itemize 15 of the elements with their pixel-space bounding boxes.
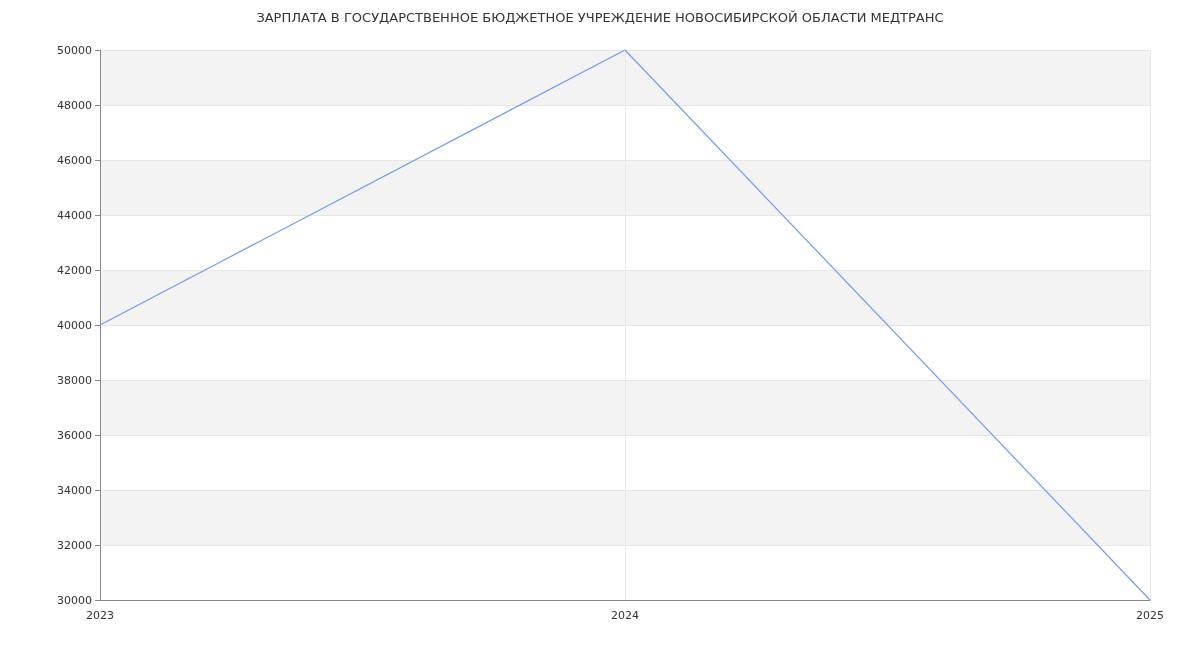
chart-title: ЗАРПЛАТА В ГОСУДАРСТВЕННОЕ БЮДЖЕТНОЕ УЧРЕЖДЕНИЕ НОВОСИБИРСКОЙ ОБЛАСТИ МЕДТРАНС bbox=[256, 10, 944, 25]
y-tick-label: 34000 bbox=[57, 483, 92, 497]
y-tick-label: 40000 bbox=[57, 318, 92, 332]
y-tick-label: 36000 bbox=[57, 428, 92, 442]
y-tick-label: 50000 bbox=[57, 43, 92, 57]
y-tick-label: 48000 bbox=[57, 98, 92, 112]
x-tick-label: 2024 bbox=[611, 609, 639, 622]
y-tick-label: 46000 bbox=[57, 153, 92, 167]
x-tick-label: 2023 bbox=[86, 609, 114, 622]
x-tick-label: 2025 bbox=[1136, 609, 1164, 622]
y-tick-label: 38000 bbox=[57, 373, 92, 387]
y-tick-label: 44000 bbox=[57, 208, 92, 222]
y-tick-label: 42000 bbox=[57, 263, 92, 277]
y-tick-label: 32000 bbox=[57, 538, 92, 552]
y-tick-label: 30000 bbox=[57, 593, 92, 607]
